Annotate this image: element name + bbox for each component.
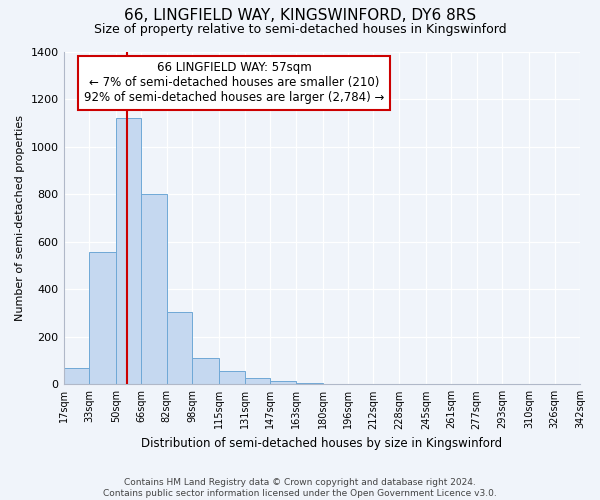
Text: Contains HM Land Registry data © Crown copyright and database right 2024.
Contai: Contains HM Land Registry data © Crown c… xyxy=(103,478,497,498)
Text: 66, LINGFIELD WAY, KINGSWINFORD, DY6 8RS: 66, LINGFIELD WAY, KINGSWINFORD, DY6 8RS xyxy=(124,8,476,22)
Bar xyxy=(64,368,89,384)
Bar xyxy=(89,252,116,384)
X-axis label: Distribution of semi-detached houses by size in Kingswinford: Distribution of semi-detached houses by … xyxy=(141,437,502,450)
Bar xyxy=(219,371,245,384)
Y-axis label: Number of semi-detached properties: Number of semi-detached properties xyxy=(15,115,25,321)
Text: 66 LINGFIELD WAY: 57sqm
← 7% of semi-detached houses are smaller (210)
92% of se: 66 LINGFIELD WAY: 57sqm ← 7% of semi-det… xyxy=(84,62,384,104)
Bar xyxy=(270,380,296,384)
Bar xyxy=(192,358,219,384)
Bar xyxy=(167,312,192,384)
Bar xyxy=(142,194,167,384)
Text: Size of property relative to semi-detached houses in Kingswinford: Size of property relative to semi-detach… xyxy=(94,22,506,36)
Bar xyxy=(245,378,270,384)
Bar xyxy=(296,383,323,384)
Bar xyxy=(116,118,142,384)
